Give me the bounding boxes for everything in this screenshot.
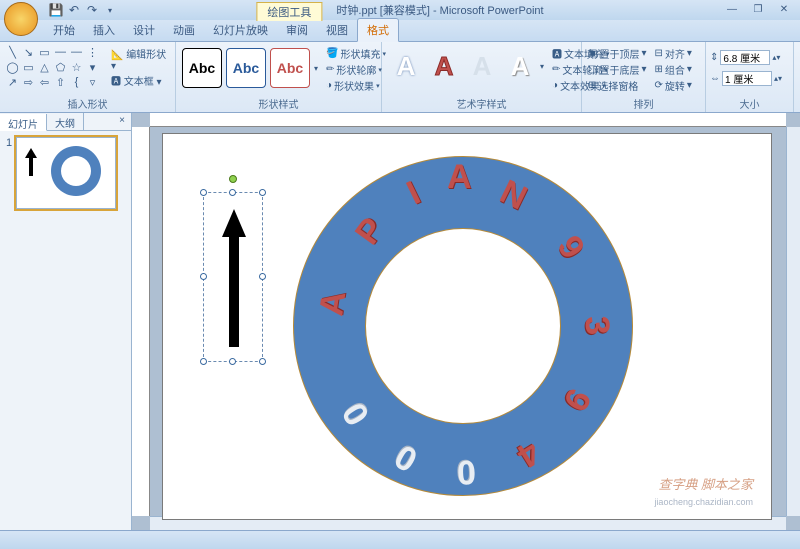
bring-front-button[interactable]: ▣ 置于顶层 ▾	[588, 46, 646, 61]
redo-icon[interactable]: ↷	[84, 2, 100, 18]
arrow-icon	[222, 209, 246, 347]
wordart-swatch[interactable]: A	[388, 48, 424, 84]
wordart-swatch[interactable]: A	[426, 48, 462, 84]
thumb-number: 1	[6, 137, 12, 209]
group-insert-shapes: ╲↘▭——⋮ ◯▭△⬠☆▾ ↗⇨⇦⇧{▿ 📐 编辑形状 ▾ 🅰 文本框 ▾ 插入…	[0, 42, 176, 112]
style-more-icon[interactable]: ▾	[314, 64, 318, 73]
textbox-button[interactable]: 🅰 文本框 ▾	[111, 73, 171, 88]
resize-handle[interactable]	[200, 358, 207, 365]
panel-tabs: 幻灯片 大纲 ×	[0, 113, 131, 131]
height-icon: ⇕	[710, 52, 718, 63]
tab-view[interactable]: 视图	[317, 19, 357, 41]
group-label-size: 大小	[706, 96, 793, 111]
tab-slides-panel[interactable]: 幻灯片	[0, 114, 47, 131]
style-swatch[interactable]: Abc	[182, 48, 222, 88]
office-button[interactable]	[4, 2, 38, 36]
ruler-horizontal	[150, 113, 786, 127]
slide-thumbnail[interactable]: 1	[6, 137, 125, 209]
scrollbar-vertical[interactable]	[786, 127, 800, 516]
group-button[interactable]: ⊞ 组合 ▾	[654, 62, 691, 77]
group-label-wordart: 艺术字样式	[382, 96, 581, 111]
ribbon: ╲↘▭——⋮ ◯▭△⬠☆▾ ↗⇨⇦⇧{▿ 📐 编辑形状 ▾ 🅰 文本框 ▾ 插入…	[0, 42, 800, 113]
resize-handle[interactable]	[259, 358, 266, 365]
drawing-tools-label: 绘图工具	[256, 2, 322, 21]
arrow-shape-selected[interactable]	[203, 192, 263, 362]
wordart-gallery[interactable]: A A A A ▾	[386, 44, 546, 88]
donut-letter: 3	[576, 315, 616, 337]
quick-access-toolbar: 💾 ↶ ↷ ▾	[48, 2, 118, 18]
height-input[interactable]	[720, 50, 770, 65]
send-back-button[interactable]: ▢ 置于底层 ▾	[588, 62, 646, 77]
group-shape-styles: Abc Abc Abc ▾ 🪣 形状填充 ▾ ✏ 形状轮廓 ▾ ◑ 形状效果 ▾…	[176, 42, 382, 112]
edit-shape-button[interactable]: 📐 编辑形状 ▾	[111, 46, 171, 72]
minimize-button[interactable]: —	[720, 2, 744, 16]
donut-letter: A	[312, 289, 354, 319]
tab-review[interactable]: 审阅	[277, 19, 317, 41]
slide-panel: 幻灯片 大纲 × 1	[0, 113, 132, 530]
ribbon-tabs: 开始 插入 设计 动画 幻灯片放映 审阅 视图 格式	[0, 20, 800, 42]
shape-effects-button[interactable]: ◑ 形状效果 ▾	[326, 78, 386, 93]
group-label-shapes: 插入形状	[0, 96, 175, 111]
wordart-swatch[interactable]: A	[502, 48, 538, 84]
donut-letter: A	[447, 158, 472, 197]
resize-handle[interactable]	[200, 189, 207, 196]
wordart-more-icon[interactable]: ▾	[540, 62, 544, 71]
rotation-handle[interactable]	[229, 175, 237, 183]
tab-insert[interactable]: 插入	[84, 19, 124, 41]
donut-letter: 0	[456, 452, 476, 492]
shape-style-gallery[interactable]: Abc Abc Abc ▾	[180, 44, 320, 92]
resize-handle[interactable]	[259, 189, 266, 196]
style-swatch[interactable]: Abc	[270, 48, 310, 88]
shapes-gallery[interactable]: ╲↘▭——⋮ ◯▭△⬠☆▾ ↗⇨⇦⇧{▿	[4, 44, 107, 94]
maximize-button[interactable]: ❐	[746, 2, 770, 16]
panel-close-icon[interactable]: ×	[113, 113, 131, 130]
width-icon: ⇔	[710, 73, 720, 84]
selection-pane-button[interactable]: ⊞ 选择窗格	[588, 78, 646, 93]
title-center: 绘图工具 时钟.ppt [兼容模式] - Microsoft PowerPoin…	[256, 2, 543, 21]
workspace: 幻灯片 大纲 × 1 AINP9	[0, 113, 800, 530]
tab-home[interactable]: 开始	[44, 19, 84, 41]
style-swatch[interactable]: Abc	[226, 48, 266, 88]
resize-handle[interactable]	[259, 273, 266, 280]
canvas-area: AINP9A394000 查字典 脚本之家 jiaocheng.chazidia…	[132, 113, 800, 530]
tab-format[interactable]: 格式	[357, 18, 399, 42]
title-bar: 💾 ↶ ↷ ▾ 绘图工具 时钟.ppt [兼容模式] - Microsoft P…	[0, 0, 800, 20]
group-arrange: ▣ 置于顶层 ▾ ▢ 置于底层 ▾ ⊞ 选择窗格 ⊟ 对齐 ▾ ⊞ 组合 ▾ ⟳…	[582, 42, 706, 112]
ruler-vertical	[132, 127, 150, 516]
shape-outline-button[interactable]: ✏ 形状轮廓 ▾	[326, 62, 386, 77]
group-label-shape-styles: 形状样式	[176, 96, 381, 111]
rotate-button[interactable]: ⟳ 旋转 ▾	[654, 78, 691, 93]
donut-hole	[365, 228, 561, 424]
group-label-arrange: 排列	[582, 96, 705, 111]
width-input[interactable]	[722, 71, 772, 86]
shape-fill-button[interactable]: 🪣 形状填充 ▾	[326, 46, 386, 61]
resize-handle[interactable]	[229, 358, 236, 365]
thumbnail-area: 1	[0, 131, 131, 530]
watermark-url: jiaocheng.chazidian.com	[654, 497, 753, 507]
donut-shape[interactable]: AINP9A394000	[293, 156, 633, 496]
watermark: 查字典 脚本之家	[658, 474, 753, 493]
status-bar	[0, 530, 800, 549]
tab-animation[interactable]: 动画	[164, 19, 204, 41]
wordart-swatch[interactable]: A	[464, 48, 500, 84]
qat-dropdown-icon[interactable]: ▾	[102, 2, 118, 18]
align-button[interactable]: ⊟ 对齐 ▾	[654, 46, 691, 61]
close-button[interactable]: ✕	[772, 2, 796, 16]
resize-handle[interactable]	[229, 189, 236, 196]
undo-icon[interactable]: ↶	[66, 2, 82, 18]
thumb-preview[interactable]	[16, 137, 116, 209]
tab-outline-panel[interactable]: 大纲	[47, 113, 84, 130]
window-controls: — ❐ ✕	[720, 2, 796, 16]
resize-handle[interactable]	[200, 273, 207, 280]
tab-design[interactable]: 设计	[124, 19, 164, 41]
tab-slideshow[interactable]: 幻灯片放映	[204, 19, 277, 41]
group-size: ⇕▴▾ ⇔▴▾ 大小	[706, 42, 794, 112]
slide-canvas[interactable]: AINP9A394000 查字典 脚本之家 jiaocheng.chazidia…	[162, 133, 772, 520]
save-icon[interactable]: 💾	[48, 2, 64, 18]
group-wordart-styles: A A A A ▾ 🅰 文本填充 ▾ ✏ 文本轮廓 ▾ ◑ 文本效果 ▾ 艺术字…	[382, 42, 582, 112]
